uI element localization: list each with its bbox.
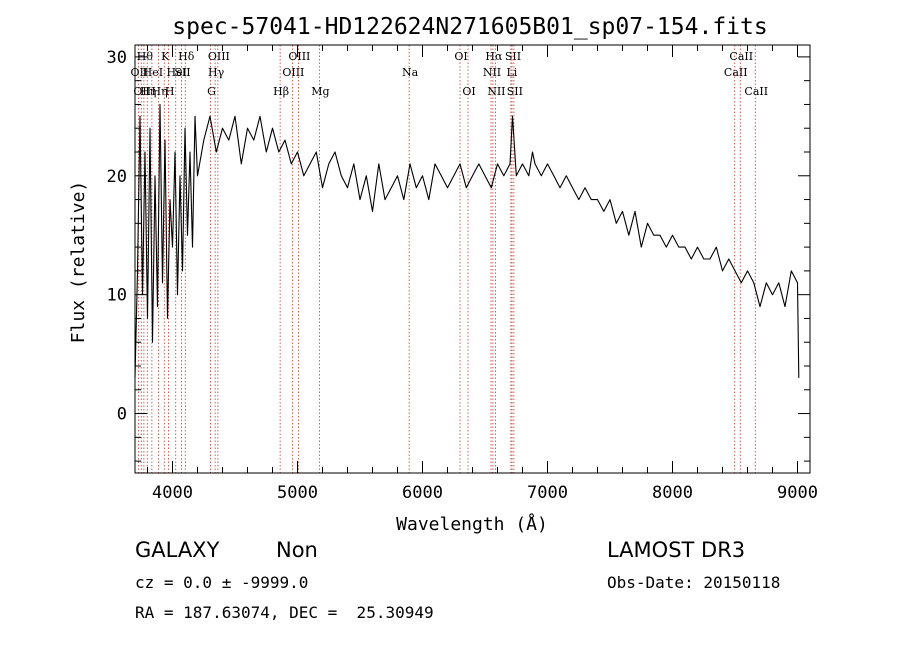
coordinates: RA = 187.63074, DEC = 25.30949 — [135, 603, 434, 622]
line-marker-label: Na — [402, 66, 419, 79]
chart-title: spec-57041-HD122624N271605B01_sp07-154.f… — [172, 14, 767, 40]
x-tick-label: 6000 — [402, 483, 443, 503]
line-marker-label: CaII — [744, 85, 768, 98]
line-marker-label: Mg — [311, 85, 329, 98]
line-marker-label: OI — [462, 85, 475, 98]
x-axis-label: Wavelength (Å) — [396, 513, 548, 535]
line-marker-label: SII — [507, 85, 523, 98]
line-marker-label: OI — [454, 50, 467, 63]
object-class: GALAXY — [135, 538, 220, 562]
line-marker-label: G — [207, 85, 216, 98]
line-marker-label: Hη — [152, 85, 168, 98]
survey-name: LAMOST DR3 — [607, 538, 746, 562]
x-tick-label: 7000 — [527, 483, 568, 503]
line-marker-label: Hβ — [273, 85, 289, 98]
y-tick-label: 0 — [117, 405, 127, 425]
line-marker-label: Hη — [140, 85, 156, 98]
x-tick-label: 9000 — [777, 483, 818, 503]
line-marker-label: HeI — [143, 66, 163, 79]
line-marker-label: CaII — [724, 66, 748, 79]
line-marker-label: OIII — [282, 66, 304, 79]
line-marker-label: CaII — [729, 50, 753, 63]
line-marker-label: Li — [506, 66, 517, 79]
line-marker-label: SII — [505, 50, 521, 63]
redshift-readout: cz = 0.0 ± -9999.0 — [135, 573, 309, 592]
line-marker-label: SII — [174, 66, 190, 79]
obs-date: Obs-Date: 20150118 — [607, 573, 781, 592]
x-tick-label: 5000 — [277, 483, 318, 503]
line-marker-label: K — [161, 50, 170, 63]
line-marker-label: NII — [487, 85, 505, 98]
x-tick-label: 4000 — [152, 483, 193, 503]
x-tick-label: 8000 — [652, 483, 693, 503]
y-axis-label: Flux (relative) — [68, 181, 89, 344]
line-marker-label: OIII — [288, 50, 310, 63]
line-marker-label: HeI — [167, 66, 187, 79]
spectrum-layer — [134, 103, 800, 378]
line-marker-label: Hγ — [208, 66, 225, 79]
line-marker-layer: OIIOIIHθHηHeIHηKHHeISIIHδGHγOIIIHβOIIIOI… — [131, 45, 768, 473]
line-marker-label: NII — [483, 66, 501, 79]
y-tick-label: 30 — [107, 48, 127, 68]
y-tick-label: 10 — [107, 286, 127, 306]
line-marker-label: OIII — [208, 50, 230, 63]
line-marker-label: Hδ — [178, 50, 195, 63]
spectrum-line — [134, 103, 800, 378]
line-marker-label: OII — [133, 85, 151, 98]
line-marker-label: H — [165, 85, 175, 98]
object-subclass: Non — [276, 538, 318, 562]
line-marker-label: Hα — [485, 50, 503, 63]
y-tick-label: 20 — [107, 167, 127, 187]
axes-layer: 4000 5000 6000 7000 8000 9000 0 10 20 30 — [107, 44, 818, 503]
